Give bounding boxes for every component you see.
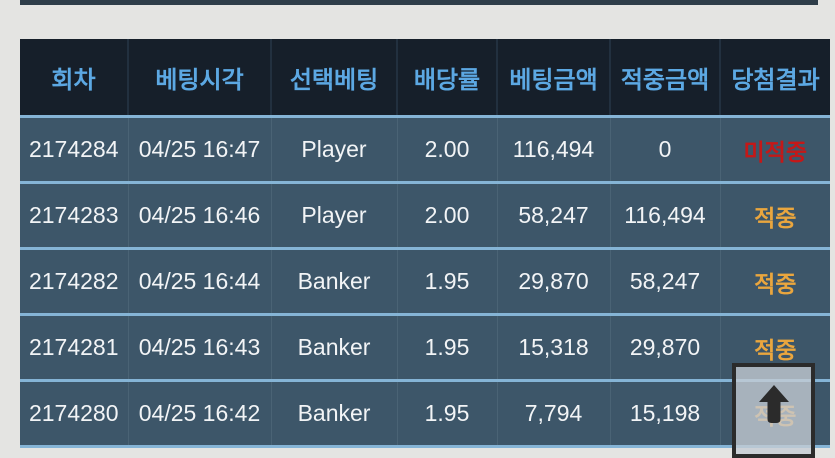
cell-bet_amount: 58,247 bbox=[496, 182, 610, 250]
cell-bet_amount: 29,870 bbox=[496, 248, 610, 316]
top-divider-bar bbox=[20, 0, 818, 5]
cell-win_amount: 0 bbox=[609, 116, 720, 184]
cell-round: 2174284 bbox=[20, 116, 128, 184]
column-header-round: 회차 bbox=[20, 39, 128, 118]
scroll-to-top-button[interactable] bbox=[732, 363, 815, 458]
cell-round: 2174281 bbox=[20, 314, 128, 382]
column-header-bet_time: 베팅시각 bbox=[127, 39, 271, 118]
cell-result-hit: 적중 bbox=[719, 182, 830, 250]
cell-bet_choice: Player bbox=[270, 116, 397, 184]
table-body: 2174284 04/25 16:47 Player 2.00 116,494 0 미적중 2… bbox=[20, 116, 830, 448]
table-header: 회차 베팅시각 선택베팅 배당률 베팅금액 적중금액 당첨결과 bbox=[20, 39, 830, 118]
betting-history-table: 회차 베팅시각 선택베팅 배당률 베팅금액 적중금액 당첨결과 2174284 04/25 1… bbox=[20, 39, 830, 448]
cell-odds: 1.95 bbox=[396, 248, 497, 316]
table-row: 2174281 04/25 16:43 Banker 1.95 15,318 29,870… bbox=[20, 314, 830, 382]
cell-bet_amount: 116,494 bbox=[496, 116, 610, 184]
cell-odds: 1.95 bbox=[396, 380, 497, 448]
cell-round: 2174280 bbox=[20, 380, 128, 448]
column-header-win_amount: 적중금액 bbox=[609, 39, 720, 118]
cell-result-hit: 적중 bbox=[719, 248, 830, 316]
table-row: 2174283 04/25 16:46 Player 2.00 58,247 116,49… bbox=[20, 182, 830, 250]
cell-bet_time: 04/25 16:44 bbox=[127, 248, 271, 316]
cell-win_amount: 116,494 bbox=[609, 182, 720, 250]
cell-bet_choice: Banker bbox=[270, 380, 397, 448]
cell-bet_choice: Banker bbox=[270, 314, 397, 382]
table-header-row: 회차 베팅시각 선택베팅 배당률 베팅금액 적중금액 당첨결과 bbox=[20, 39, 830, 118]
table-row: 2174284 04/25 16:47 Player 2.00 116,494 0 미적중 bbox=[20, 116, 830, 184]
column-header-odds: 배당률 bbox=[396, 39, 497, 118]
cell-bet_choice: Player bbox=[270, 182, 397, 250]
cell-result-miss: 미적중 bbox=[719, 116, 830, 184]
cell-bet_time: 04/25 16:42 bbox=[127, 380, 271, 448]
cell-odds: 2.00 bbox=[396, 116, 497, 184]
cell-win_amount: 15,198 bbox=[609, 380, 720, 448]
cell-bet_time: 04/25 16:47 bbox=[127, 116, 271, 184]
column-header-bet_amount: 베팅금액 bbox=[496, 39, 610, 118]
cell-bet_time: 04/25 16:43 bbox=[127, 314, 271, 382]
up-arrow-icon bbox=[758, 384, 789, 423]
cell-bet_amount: 7,794 bbox=[496, 380, 610, 448]
cell-bet_choice: Banker bbox=[270, 248, 397, 316]
cell-odds: 1.95 bbox=[396, 314, 497, 382]
column-header-bet_choice: 선택베팅 bbox=[270, 39, 397, 118]
cell-win_amount: 58,247 bbox=[609, 248, 720, 316]
table-row: 2174282 04/25 16:44 Banker 1.95 29,870 58,247… bbox=[20, 248, 830, 316]
cell-odds: 2.00 bbox=[396, 182, 497, 250]
column-header-result: 당첨결과 bbox=[719, 39, 830, 118]
cell-bet_amount: 15,318 bbox=[496, 314, 610, 382]
cell-round: 2174283 bbox=[20, 182, 128, 250]
cell-win_amount: 29,870 bbox=[609, 314, 720, 382]
cell-round: 2174282 bbox=[20, 248, 128, 316]
cell-bet_time: 04/25 16:46 bbox=[127, 182, 271, 250]
